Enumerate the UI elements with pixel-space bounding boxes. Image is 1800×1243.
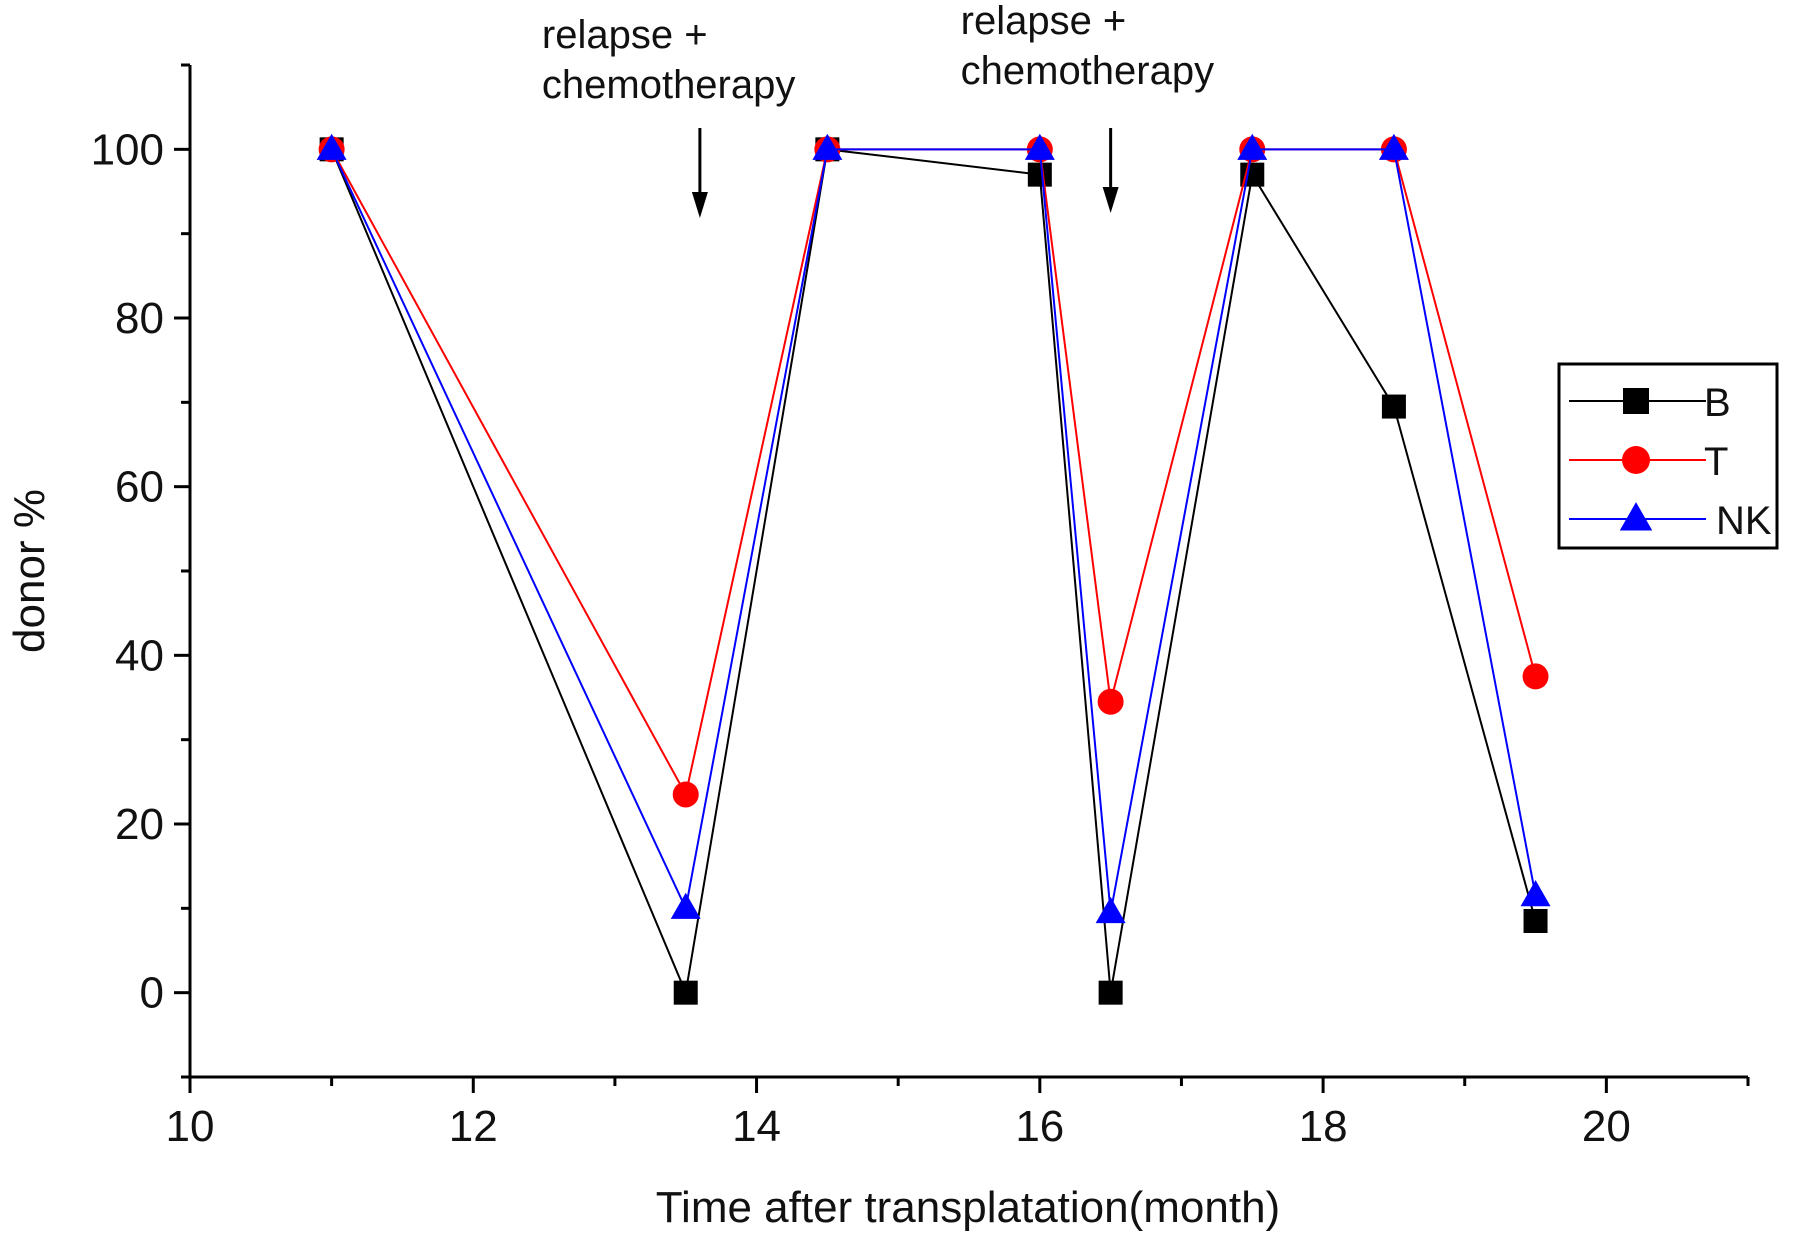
data-point-t: [1522, 663, 1549, 690]
data-point-b: [673, 980, 698, 1005]
y-tick-label: 60: [115, 463, 164, 512]
series-line-t: [330, 148, 1537, 798]
data-point-t: [1097, 688, 1124, 715]
data-point-t: [672, 781, 699, 808]
y-tick-label: 20: [115, 800, 164, 849]
series-nk: [316, 133, 1551, 924]
legend-label-t: T: [1704, 440, 1728, 484]
data-point-b: [1523, 908, 1548, 933]
data-point-nk: [1520, 880, 1551, 907]
y-tick-label: 40: [115, 631, 164, 680]
legend-box: [1557, 362, 1779, 550]
annotation-arrow-head: [691, 192, 708, 218]
data-point-nk: [316, 133, 347, 160]
y-tick-label: 80: [115, 294, 164, 343]
x-tick-label: 14: [732, 1102, 781, 1151]
y-tick-label: 100: [91, 125, 164, 174]
data-point-nk: [670, 892, 701, 919]
annotation-text: chemotherapy: [961, 49, 1214, 93]
x-tick-label: 12: [449, 1102, 498, 1151]
x-tick-label: 10: [166, 1102, 215, 1151]
data-point-nk: [1095, 896, 1126, 924]
x-tick-label: 16: [1015, 1102, 1064, 1151]
series-line-b: [330, 148, 1537, 997]
x-axis-title: Time after transplatation(month): [656, 1183, 1280, 1232]
legend-label-b: B: [1704, 381, 1731, 425]
annotation-arrow-head: [1102, 187, 1119, 213]
x-tick-label: 18: [1299, 1102, 1348, 1151]
data-point-nk: [1237, 133, 1268, 160]
legend-label-nk: NK: [1716, 499, 1772, 543]
annotation-text: relapse +: [961, 0, 1127, 43]
axes: [188, 65, 1748, 1079]
data-point-nk: [812, 133, 843, 160]
x-tick-label: 20: [1582, 1102, 1631, 1151]
data-point-b: [1381, 394, 1406, 419]
data-point-b: [1098, 980, 1123, 1005]
series-line-nk: [330, 148, 1537, 913]
data-point-nk: [1378, 133, 1409, 160]
annotation-text: relapse +: [542, 13, 708, 57]
legend-marker-t: [1622, 446, 1650, 474]
legend-marker-nk: [1619, 502, 1653, 531]
annotations: relapse + chemotherapy relapse + chemothera…: [542, 0, 1214, 218]
y-tick-label: 0: [140, 969, 164, 1018]
legend-marker-b: [1623, 388, 1649, 414]
data-point-b: [1027, 162, 1052, 187]
y-axis-title: donor %: [5, 489, 54, 653]
series-t: [318, 136, 1549, 808]
series-b: [319, 137, 1548, 1005]
data-point-nk: [1024, 133, 1055, 160]
legend: BT NK: [1557, 362, 1779, 550]
series: [316, 133, 1551, 1005]
ticks: 10 12 14 16 18 20 0 20 40 60 80 100: [91, 63, 1750, 1151]
annotation-text: chemotherapy: [542, 63, 795, 107]
